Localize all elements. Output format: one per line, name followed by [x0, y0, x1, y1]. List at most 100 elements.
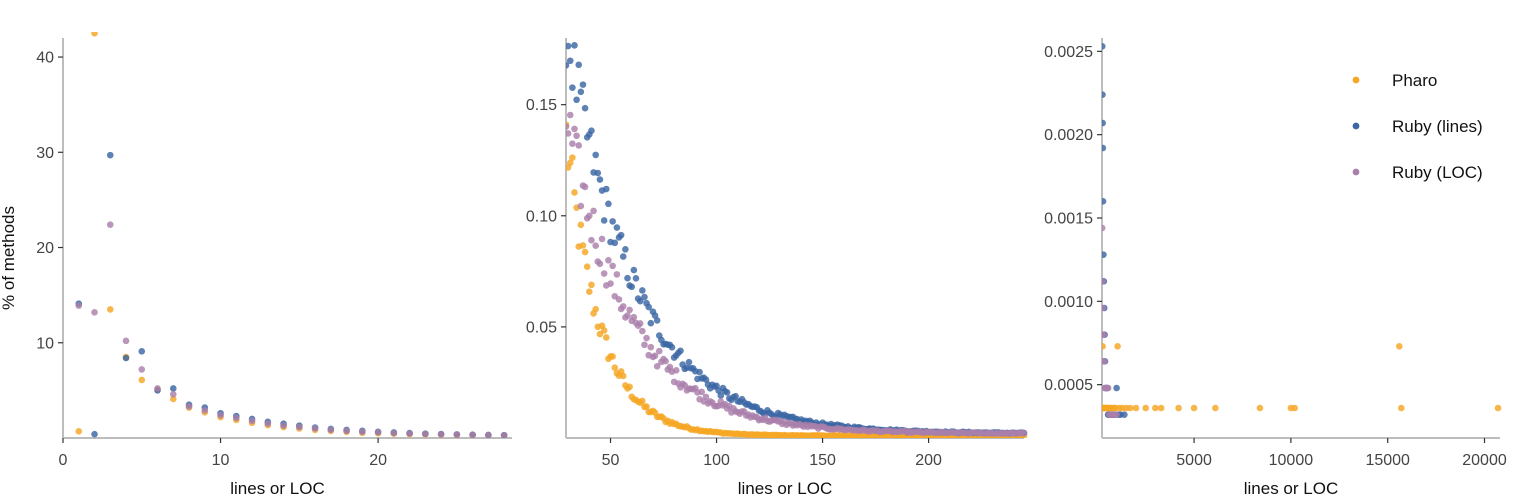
y-tick-label: 0.10 [526, 208, 557, 225]
legend-marker-ruby-loc [1352, 168, 1360, 176]
x-tick-label: 200 [915, 452, 942, 469]
point-ruby-loc [1162, 438, 1169, 445]
point-ruby-loc [500, 432, 508, 438]
point-ruby-loc [1123, 438, 1130, 445]
point-ruby-loc [655, 347, 663, 355]
point-ruby-lines [91, 430, 98, 438]
point-pharo [1396, 343, 1403, 350]
point-ruby-lines [639, 287, 646, 294]
point-ruby-loc [1116, 438, 1123, 445]
point-pharo [586, 288, 593, 295]
point-ruby-lines [1102, 198, 1107, 205]
point-ruby-loc [75, 302, 83, 309]
point-pharo [569, 154, 576, 161]
y-tick-label: 0.0010 [1044, 294, 1093, 311]
point-ruby-loc [327, 426, 335, 434]
point-ruby-loc [571, 125, 578, 133]
point-ruby-loc [598, 235, 606, 243]
point-pharo [626, 383, 633, 391]
point-ruby-loc [359, 428, 366, 436]
point-ruby-lines [677, 347, 684, 355]
point-ruby-loc [232, 414, 240, 422]
point-ruby-loc [600, 270, 608, 277]
point-ruby-lines [685, 358, 693, 366]
x-tick-label: 10 [212, 452, 230, 469]
point-pharo [1175, 404, 1182, 412]
point-ruby-lines [636, 297, 644, 305]
point-ruby-loc [613, 271, 621, 278]
point-ruby-loc [296, 423, 303, 431]
point-ruby-lines [622, 245, 629, 253]
point-ruby-lines [617, 231, 625, 239]
point-ruby-loc [590, 207, 597, 215]
point-pharo [643, 403, 650, 410]
point-ruby-loc [647, 343, 655, 351]
point-ruby-loc [264, 420, 272, 428]
point-ruby-lines [1171, 438, 1178, 445]
point-ruby-lines [723, 389, 731, 396]
point-ruby-lines [1125, 438, 1132, 445]
point-ruby-loc [201, 407, 209, 414]
point-ruby-loc [672, 367, 680, 374]
point-pharo [611, 364, 619, 371]
point-ruby-loc [485, 431, 492, 438]
point-ruby-loc [569, 140, 576, 147]
point-pharo [1494, 404, 1502, 412]
point-ruby-lines [605, 200, 612, 208]
point-ruby-lines [1102, 43, 1106, 50]
point-ruby-loc [154, 385, 161, 392]
point-pharo [138, 376, 146, 384]
point-pharo [619, 372, 627, 380]
point-ruby-loc [217, 411, 224, 419]
point-ruby-loc [469, 431, 476, 438]
point-ruby-lines [1102, 144, 1107, 152]
point-ruby-loc [1175, 438, 1182, 445]
point-ruby-loc [698, 388, 706, 396]
point-pharo [75, 428, 83, 435]
point-ruby-lines [573, 96, 580, 104]
point-pharo [1256, 404, 1264, 412]
y-tick-label: 0.0025 [1044, 44, 1093, 61]
y-tick-label: 0.0020 [1044, 127, 1093, 144]
point-ruby-lines [702, 376, 710, 383]
point-ruby-loc [702, 393, 710, 401]
point-pharo [1291, 404, 1299, 412]
point-ruby-loc [1102, 331, 1107, 338]
y-axis-title: % of methods [0, 206, 18, 310]
legend: Pharo Ruby (lines) Ruby (LOC) [1352, 71, 1483, 182]
point-ruby-lines [1121, 411, 1128, 418]
point-ruby-loc [573, 132, 580, 140]
point-ruby-loc [607, 280, 614, 287]
x-tick-label: 100 [703, 452, 730, 469]
point-ruby-loc [1119, 438, 1126, 445]
point-ruby-lines [609, 218, 616, 225]
point-ruby-lines [566, 57, 574, 65]
point-ruby-lines [566, 42, 572, 50]
point-ruby-loc [1020, 429, 1028, 437]
point-ruby-lines [1102, 119, 1106, 127]
point-ruby-loc [1102, 304, 1106, 312]
point-pharo [1212, 404, 1219, 412]
point-pharo [91, 32, 98, 37]
point-ruby-loc [1129, 438, 1136, 445]
point-ruby-loc [185, 403, 193, 410]
point-ruby-loc [453, 431, 461, 438]
point-ruby-lines [592, 151, 599, 159]
point-ruby-lines [1102, 91, 1106, 98]
point-ruby-loc [91, 308, 98, 316]
point-ruby-lines [624, 274, 631, 282]
point-ruby-lines [645, 303, 652, 311]
point-ruby-loc [406, 430, 413, 437]
point-pharo [1126, 404, 1134, 412]
point-ruby-loc [651, 352, 659, 360]
point-ruby-lines [696, 368, 703, 376]
point-ruby-loc [609, 262, 616, 270]
point-ruby-lines [1142, 438, 1149, 445]
point-ruby-lines [647, 319, 655, 327]
panel-middle: 0.05 0.10 0.15 50 100 150 200 lines or LOC [526, 38, 1028, 498]
point-pharo [579, 242, 587, 249]
point-ruby-loc [624, 312, 631, 319]
x-tick-label: 20000 [1462, 452, 1507, 469]
y-tick-label: 20 [36, 240, 54, 257]
x-axis-title: lines or LOC [738, 479, 832, 498]
